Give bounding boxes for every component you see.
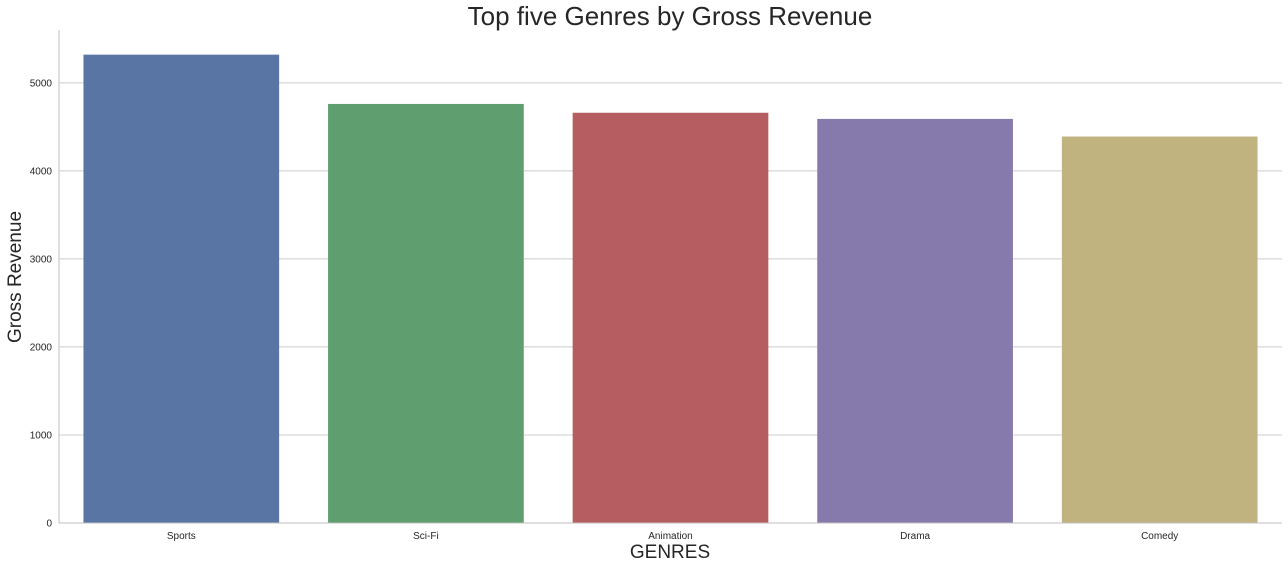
y-tick-label: 4000 [30, 166, 53, 177]
axes-spines [58, 30, 1282, 524]
bar-comedy [1061, 136, 1258, 524]
y-tick-labels: 0 1000 2000 3000 4000 5000 [30, 78, 53, 529]
x-axis-label: GENRES [630, 542, 710, 563]
bar-drama [817, 118, 1013, 523]
x-tick-label: Sci-Fi [413, 531, 439, 542]
bar-sports [83, 54, 280, 524]
y-tick-label: 3000 [30, 254, 53, 265]
bars [83, 54, 1258, 524]
y-tick-label: 0 [46, 519, 52, 530]
x-tick-label: Sports [167, 531, 196, 542]
x-tick-label: Animation [648, 531, 692, 542]
y-tick-label: 2000 [30, 342, 53, 353]
x-tick-label: Drama [900, 531, 930, 542]
x-tick-label: Comedy [1141, 531, 1178, 542]
chart-title: Top five Genres by Gross Revenue [468, 1, 873, 31]
x-tick-labels: Sports Sci-Fi Animation Drama Comedy [167, 531, 1178, 542]
y-axis-label: Gross Revenue [5, 211, 26, 343]
y-tick-label: 5000 [30, 78, 53, 89]
bar-animation [572, 112, 769, 523]
y-tick-label: 1000 [30, 430, 53, 441]
bar-sci-fi [328, 103, 524, 523]
